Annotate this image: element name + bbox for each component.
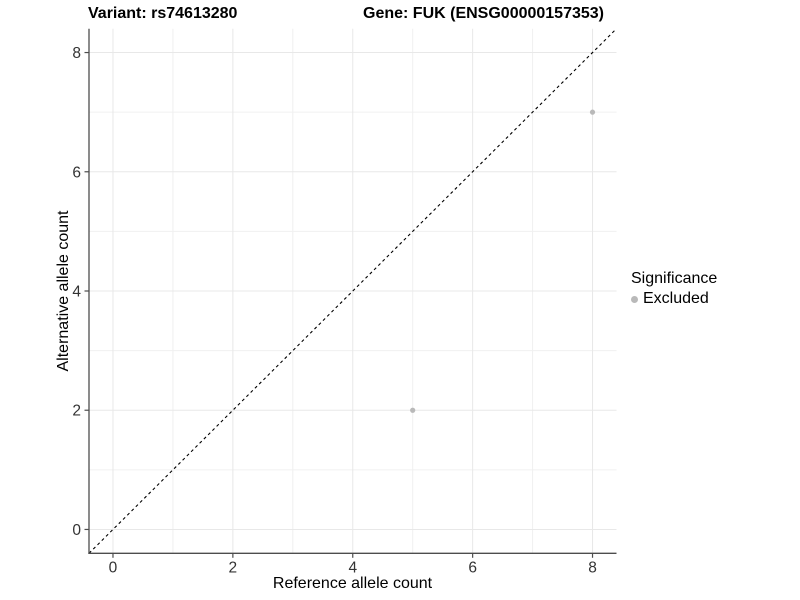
y-tick-label: 0 [72,522,81,539]
x-tick-label: 6 [468,559,477,576]
y-tick-label: 6 [72,164,81,181]
y-tick-label: 4 [72,284,81,301]
x-axis-title: Reference allele count [272,575,433,592]
data-point [589,109,596,115]
variant-title: Variant: rs74613280 [88,5,238,22]
legend-item-excluded: Excluded [631,290,717,308]
x-tick-label: 0 [109,559,118,576]
legend-title: Significance [631,270,718,287]
identity-line [88,28,617,554]
x-tick-label: 2 [229,559,238,576]
y-axis-title: Alternative allele count [55,210,72,372]
gene-title: Gene: FUK (ENSG00000157353) [363,5,604,22]
y-tick-label: 8 [72,45,81,62]
x-tick-label: 4 [348,559,357,576]
legend-item-label: Excluded [643,290,709,307]
legend-key-dot [631,295,638,303]
legend: Significance Excluded [631,270,717,308]
y-tick-label: 2 [72,403,81,420]
x-tick-label: 8 [588,559,597,576]
data-point [410,407,416,413]
